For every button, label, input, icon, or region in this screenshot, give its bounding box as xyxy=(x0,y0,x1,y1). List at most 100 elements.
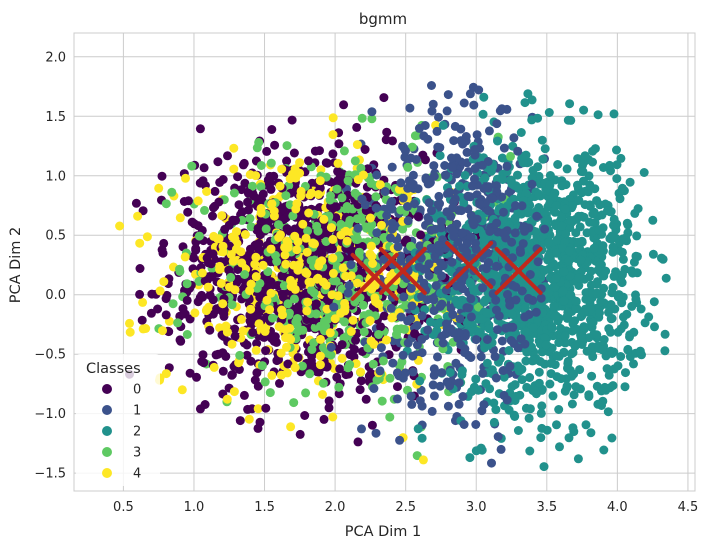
data-point-class-2 xyxy=(644,312,654,322)
data-point-class-3 xyxy=(385,412,395,422)
data-point-class-1 xyxy=(443,90,453,100)
data-point-class-2 xyxy=(612,174,622,184)
data-point-class-2 xyxy=(617,183,627,193)
data-point-class-3 xyxy=(396,205,406,215)
data-point-class-0 xyxy=(319,414,329,424)
data-point-class-2 xyxy=(607,349,617,358)
data-point-class-2 xyxy=(432,326,442,335)
data-point-class-2 xyxy=(571,304,581,314)
data-point-class-1 xyxy=(407,399,417,409)
y-tick-label: 0.0 xyxy=(45,288,66,303)
data-point-class-0 xyxy=(138,206,148,216)
data-point-class-2 xyxy=(509,410,519,420)
data-point-class-3 xyxy=(318,378,328,388)
data-point-class-3 xyxy=(289,398,299,408)
data-point-class-4 xyxy=(333,158,343,168)
data-point-class-0 xyxy=(195,124,205,134)
data-point-class-0 xyxy=(244,250,254,260)
data-point-class-3 xyxy=(377,396,387,406)
data-point-class-2 xyxy=(648,215,658,225)
data-point-class-0 xyxy=(235,416,245,426)
data-point-class-0 xyxy=(137,315,147,325)
data-point-class-1 xyxy=(386,201,395,211)
data-point-class-2 xyxy=(569,390,579,400)
x-tick-label: 4.0 xyxy=(607,500,628,515)
data-point-class-1 xyxy=(520,312,530,322)
data-point-class-4 xyxy=(190,308,200,318)
centroid-stroke xyxy=(494,246,543,295)
data-point-class-4 xyxy=(158,326,167,336)
data-point-class-1 xyxy=(456,206,466,216)
data-point-class-4 xyxy=(375,180,385,190)
data-point-class-2 xyxy=(595,308,604,318)
y-tick-labels: −1.5 −1.0 −0.5 0.0 0.5 1.0 1.5 2.0 xyxy=(34,50,66,481)
data-point-class-3 xyxy=(257,361,267,371)
data-point-class-2 xyxy=(562,381,572,391)
data-point-class-1 xyxy=(380,187,390,196)
centroid-marker xyxy=(350,252,399,301)
data-point-class-1 xyxy=(531,307,541,317)
data-point-class-3 xyxy=(357,113,367,123)
data-point-class-2 xyxy=(609,364,619,374)
data-point-class-1 xyxy=(382,211,392,220)
data-point-class-2 xyxy=(551,248,561,258)
data-point-class-3 xyxy=(298,325,308,335)
data-point-class-3 xyxy=(334,253,344,263)
data-point-class-0 xyxy=(261,346,271,356)
data-point-class-1 xyxy=(498,366,508,375)
data-point-class-0 xyxy=(221,351,231,361)
data-point-class-0 xyxy=(272,356,282,366)
data-point-class-4 xyxy=(251,272,261,282)
data-point-class-1 xyxy=(483,206,493,216)
data-point-class-2 xyxy=(557,181,567,191)
data-point-class-0 xyxy=(135,264,145,273)
data-point-class-1 xyxy=(429,161,439,171)
data-point-class-1 xyxy=(428,380,438,390)
data-point-class-1 xyxy=(427,206,436,216)
data-point-class-4 xyxy=(245,170,255,180)
data-point-class-4 xyxy=(316,165,326,175)
data-point-class-1 xyxy=(464,303,474,313)
data-point-class-1 xyxy=(474,85,484,95)
data-point-class-2 xyxy=(635,346,645,356)
data-point-class-4 xyxy=(138,297,148,307)
data-point-class-0 xyxy=(339,100,349,110)
data-point-class-3 xyxy=(245,214,255,223)
data-point-class-2 xyxy=(540,144,550,154)
data-point-class-1 xyxy=(435,381,445,391)
data-point-class-2 xyxy=(609,109,619,119)
data-point-class-3 xyxy=(350,156,360,166)
data-point-class-1 xyxy=(392,368,402,378)
data-point-class-4 xyxy=(159,277,169,287)
data-point-class-1 xyxy=(429,306,439,316)
data-point-class-2 xyxy=(553,160,563,169)
data-point-class-0 xyxy=(413,212,423,222)
data-point-class-1 xyxy=(444,188,454,198)
y-tick-label: −1.5 xyxy=(34,467,66,482)
data-point-class-1 xyxy=(396,312,406,322)
data-point-class-3 xyxy=(279,281,289,291)
data-point-class-2 xyxy=(521,150,531,160)
data-point-class-2 xyxy=(621,233,631,243)
data-point-class-2 xyxy=(577,211,586,221)
data-point-class-1 xyxy=(447,162,457,172)
data-point-class-4 xyxy=(229,164,239,174)
x-tick-label: 0.5 xyxy=(113,500,134,515)
data-point-class-0 xyxy=(205,290,215,300)
centroid-markers xyxy=(350,240,543,301)
data-point-class-2 xyxy=(536,408,546,418)
data-point-class-3 xyxy=(301,388,311,398)
data-point-class-2 xyxy=(587,371,597,381)
data-point-class-2 xyxy=(617,298,627,308)
data-point-class-1 xyxy=(422,295,432,305)
data-point-class-1 xyxy=(429,364,439,374)
data-point-class-3 xyxy=(371,192,381,202)
data-point-class-4 xyxy=(326,223,336,233)
data-point-class-1 xyxy=(466,353,476,362)
data-point-class-2 xyxy=(660,346,670,356)
data-point-class-2 xyxy=(566,216,576,225)
data-point-class-1 xyxy=(472,130,482,140)
data-point-class-0 xyxy=(198,350,208,360)
data-point-class-2 xyxy=(551,273,561,283)
data-point-class-1 xyxy=(513,146,523,156)
